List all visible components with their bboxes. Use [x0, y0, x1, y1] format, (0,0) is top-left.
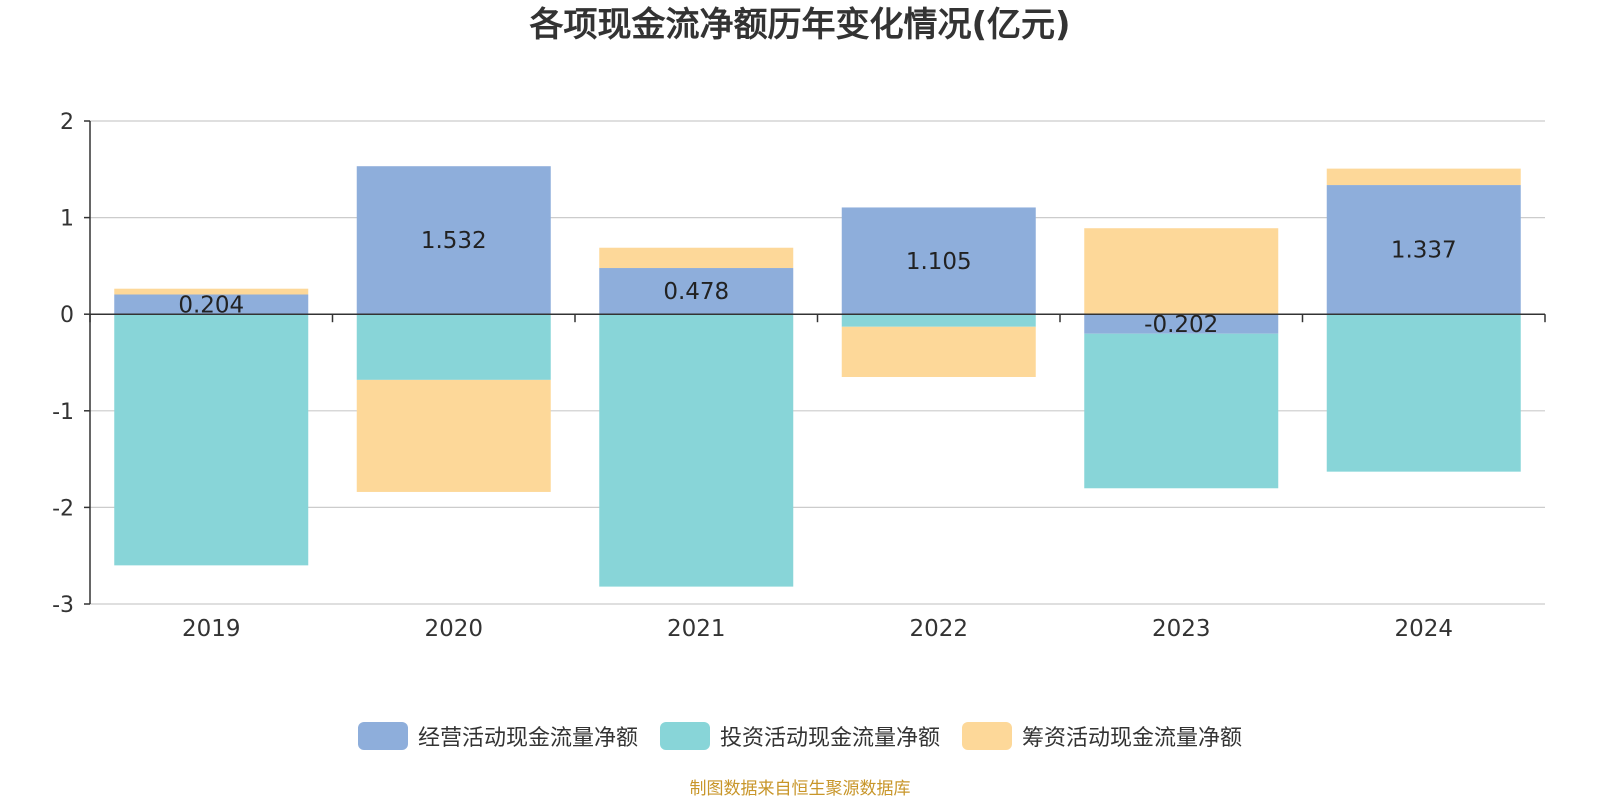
x-tick-label-2022: 2022 — [909, 616, 968, 642]
bar-2019-series-1 — [114, 314, 309, 566]
y-tick-label-2: 0 — [60, 303, 74, 328]
legend-swatch-investing — [659, 722, 710, 750]
bar-2024-series-0 — [1326, 185, 1521, 315]
data-label-2020: 1.532 — [421, 228, 487, 254]
bar-2019-series-0 — [114, 294, 309, 315]
data-label-2022: 1.105 — [906, 249, 972, 275]
bar-2020-series-2 — [356, 379, 551, 492]
legend: 经营活动现金流量净额 投资活动现金流量净额 筹资活动现金流量净额 — [0, 718, 1600, 754]
bar-2023-series-0 — [1084, 314, 1279, 334]
bar-2019-series-2 — [114, 288, 309, 295]
bar-2020-series-1 — [356, 314, 551, 380]
x-tick-label-2019: 2019 — [182, 616, 241, 642]
data-label-2024: 1.337 — [1391, 238, 1457, 264]
plot-area: 2 1 0 -1 -2 -3 2019 2020 2021 2022 2023 2024 0.204 1… — [52, 110, 1546, 642]
bar-2020-series-0 — [356, 166, 551, 315]
x-tick-label-2024: 2024 — [1394, 616, 1453, 642]
legend-swatch-operating — [357, 722, 408, 750]
axes: 2 1 0 -1 -2 -3 2019 2020 2021 2022 2023 2024 — [52, 110, 1546, 642]
legend-item-financing[interactable]: 筹资活动现金流量净额 — [962, 720, 1242, 752]
bars — [114, 166, 1521, 587]
bar-2024-series-2 — [1326, 168, 1521, 186]
data-labels: 0.204 1.532 0.478 1.105 -0.202 1.337 — [178, 228, 1456, 338]
legend-label-investing: 投资活动现金流量净额 — [719, 726, 940, 751]
x-tick-label-2021: 2021 — [667, 616, 726, 642]
x-tick-label-2023: 2023 — [1152, 616, 1211, 642]
bar-2022-series-2 — [841, 326, 1036, 377]
data-label-2023: -0.202 — [1144, 312, 1218, 338]
bar-2024-series-1 — [1326, 314, 1521, 472]
legend-item-investing[interactable]: 投资活动现金流量净额 — [659, 720, 940, 752]
bar-2023-series-2 — [1084, 228, 1279, 315]
y-tick-label-3: -1 — [52, 400, 74, 425]
y-tick-label-0: 2 — [60, 110, 74, 135]
bar-2021-series-0 — [599, 268, 794, 315]
bar-2022-series-0 — [841, 207, 1036, 315]
bar-2023-series-1 — [1084, 333, 1279, 489]
data-label-2021: 0.478 — [663, 279, 729, 305]
legend-swatch-financing — [962, 722, 1012, 750]
x-tick-label-2020: 2020 — [424, 616, 483, 642]
y-tick-label-1: 1 — [60, 207, 74, 232]
y-tick-label-5: -3 — [52, 593, 74, 618]
legend-label-operating: 经营活动现金流量净额 — [417, 726, 638, 751]
source-note: 制图数据来自恒生聚源数据库 — [689, 779, 911, 799]
legend-item-operating[interactable]: 经营活动现金流量净额 — [357, 720, 638, 752]
y-tick-label-4: -2 — [52, 496, 74, 521]
chart-title: 各项现金流净额历年变化情况(亿元) — [529, 5, 1071, 45]
legend-label-financing: 筹资活动现金流量净额 — [1022, 726, 1243, 751]
bar-2022-series-1 — [841, 314, 1036, 327]
bar-2021-series-2 — [599, 247, 794, 269]
bar-2021-series-1 — [599, 314, 794, 587]
data-label-2019: 0.204 — [178, 292, 244, 318]
